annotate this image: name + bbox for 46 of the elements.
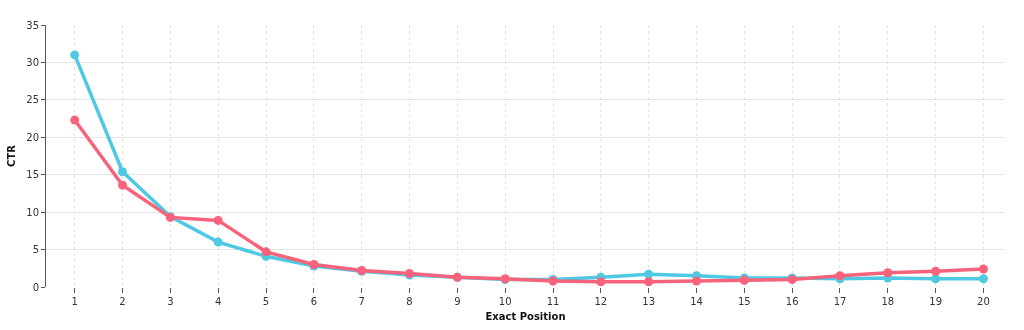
y-tick-label: 20 [26,131,39,143]
y-tick-label: 30 [26,56,39,68]
point [931,266,941,276]
point [70,115,80,125]
point [644,277,654,287]
x-tick-label: 20 [977,296,990,307]
x-tick-label: 1 [71,296,78,307]
x-tick-label: 13 [642,296,656,307]
x-tick-label: 4 [215,296,222,307]
point [596,277,606,287]
point [644,269,654,279]
y-tick-label: 25 [26,94,39,106]
point [118,167,128,177]
x-tick-label: 5 [262,296,270,307]
x-tick-label: 2 [119,296,126,307]
point [931,274,941,284]
y-tick-label: 10 [26,206,39,218]
point [70,50,80,60]
y-axis-title: CTR [6,144,18,167]
x-tick-label: 10 [498,296,512,307]
x-tick-label: 14 [690,296,703,307]
x-tick-label: 18 [881,296,895,307]
x-tick-label: 8 [406,296,413,307]
x-tick-label: 15 [737,296,751,307]
x-tick-label: 6 [310,296,318,307]
x-tick-label: 11 [546,296,560,307]
point [691,276,701,286]
x-axis-title: Exact Position [485,310,566,322]
x-tick-label: 19 [929,296,943,307]
x-tick-label: 9 [454,296,461,307]
point [213,237,223,247]
point [978,274,988,284]
point [978,264,988,274]
y-tick-label: 0 [32,281,39,293]
point [261,247,271,257]
x-tick-label: 7 [358,296,365,307]
y-tick-label: 35 [26,19,39,31]
point [118,180,128,190]
x-tick-label: 16 [785,296,799,307]
point [213,215,223,225]
x-tick-label: 17 [833,296,847,307]
y-tick-label: 15 [26,169,39,181]
y-tick-label: 5 [32,244,39,256]
x-tick-label: 12 [594,296,608,307]
point [883,268,893,278]
x-tick-label: 3 [167,296,174,307]
